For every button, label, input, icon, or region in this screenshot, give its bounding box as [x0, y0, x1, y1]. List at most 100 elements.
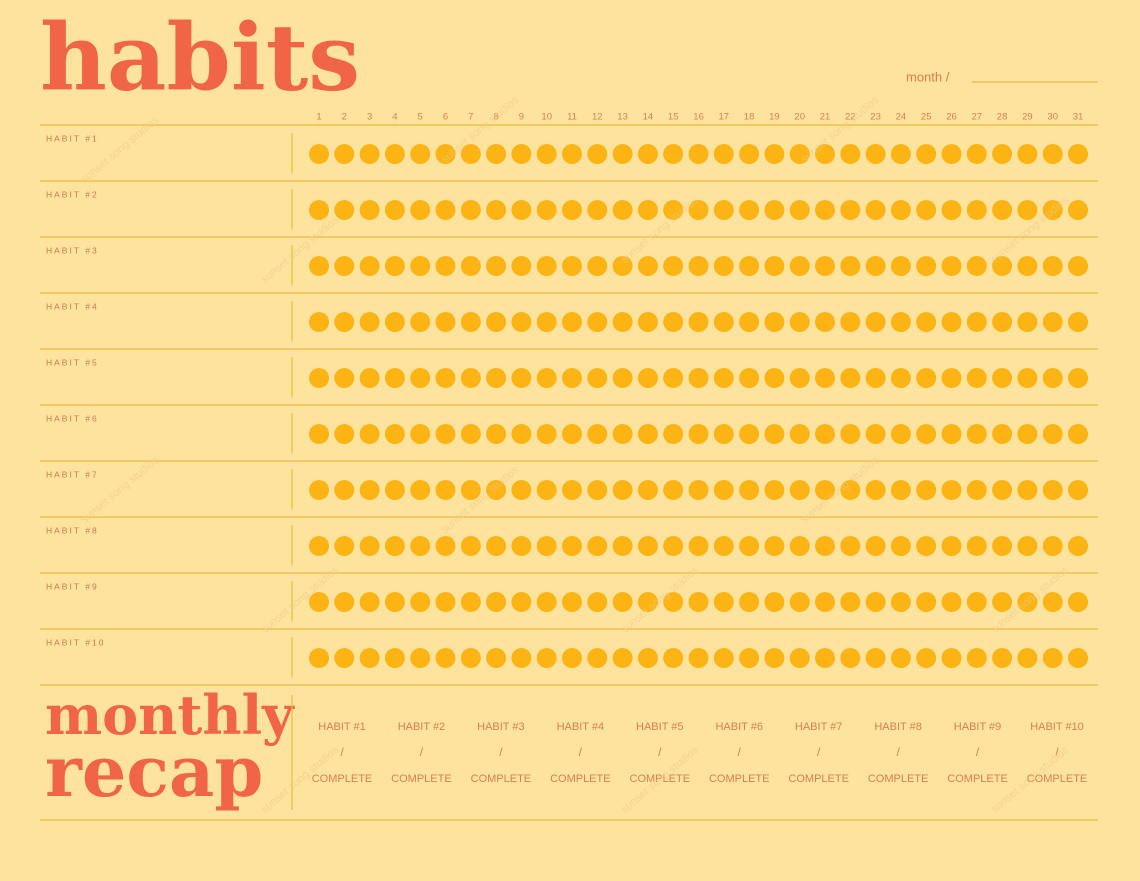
day-dot [435, 312, 456, 332]
day-dot [435, 200, 456, 220]
day-dot [612, 480, 633, 500]
day-dot [562, 648, 582, 668]
day-dot [941, 480, 962, 500]
recap-status: COMPLETE [550, 773, 611, 785]
day-dot [359, 144, 380, 164]
day-dot [587, 480, 608, 500]
recap-title-2: recap [45, 730, 263, 813]
day-dot [865, 592, 886, 612]
day-number: 13 [617, 112, 628, 123]
day-dot [890, 256, 911, 276]
day-dot [1017, 536, 1038, 556]
recap-habit: HABIT #5 [636, 721, 684, 733]
day-dot [384, 144, 405, 164]
day-dot [359, 480, 380, 500]
day-dot [840, 368, 861, 388]
day-dot [688, 312, 709, 332]
day-dot [309, 256, 329, 276]
day-dot [941, 144, 962, 164]
day-dot [815, 312, 835, 332]
day-dot [334, 256, 355, 276]
day-dot [536, 536, 557, 556]
day-number: 6 [443, 112, 448, 123]
day-dot [688, 368, 709, 388]
day-dot [435, 480, 456, 500]
day-number: 15 [668, 112, 679, 123]
day-dot [435, 536, 456, 556]
day-dot [789, 480, 810, 500]
recap-habit: HABIT #2 [398, 721, 446, 733]
day-dot [1068, 424, 1088, 444]
day-dot [410, 648, 431, 668]
day-dot [941, 368, 962, 388]
day-dot [1042, 648, 1063, 668]
recap-separator: / [817, 745, 821, 759]
day-number: 25 [921, 112, 932, 123]
day-dot [713, 144, 734, 164]
day-dot [840, 200, 861, 220]
day-number: 30 [1047, 112, 1058, 123]
habit-label: HABIT #4 [46, 301, 99, 311]
day-dot [966, 648, 987, 668]
day-dot [966, 424, 987, 444]
day-dot [663, 536, 684, 556]
day-dot [941, 592, 962, 612]
day-dot [815, 536, 835, 556]
day-dot [637, 536, 658, 556]
recap-title-1: monthly [45, 683, 295, 747]
day-dot [562, 144, 582, 164]
day-dot [562, 536, 582, 556]
day-dot [992, 424, 1013, 444]
day-dot [486, 592, 507, 612]
day-dot [840, 144, 861, 164]
day-dot [815, 648, 835, 668]
habit-label: HABIT #7 [46, 469, 99, 479]
day-dot [334, 368, 355, 388]
day-dot [435, 592, 456, 612]
day-number: 4 [392, 112, 397, 123]
day-dot [688, 592, 709, 612]
month-label: month / [906, 69, 950, 84]
day-dot [587, 536, 608, 556]
day-dot [435, 368, 456, 388]
recap-status: COMPLETE [391, 773, 452, 785]
day-dot [612, 312, 633, 332]
day-dot [1068, 480, 1088, 500]
day-dot [536, 312, 557, 332]
day-dot [764, 368, 785, 388]
day-dot [460, 200, 481, 220]
day-dot [739, 368, 760, 388]
day-dot [992, 200, 1013, 220]
day-dot [486, 424, 507, 444]
day-dot [536, 480, 557, 500]
day-number: 3 [367, 112, 372, 123]
day-dot [587, 648, 608, 668]
day-dot [309, 312, 329, 332]
day-dot [815, 424, 835, 444]
day-dot [865, 144, 886, 164]
habit-label: HABIT #8 [46, 525, 99, 535]
day-dot [688, 648, 709, 668]
day-dot [764, 424, 785, 444]
day-dot [966, 312, 987, 332]
day-number: 14 [643, 112, 654, 123]
day-dot [334, 312, 355, 332]
day-dot [966, 144, 987, 164]
day-dot [1017, 424, 1038, 444]
day-dot [865, 480, 886, 500]
day-number: 24 [896, 112, 907, 123]
day-dot [309, 536, 329, 556]
day-dot [713, 592, 734, 612]
day-dot [890, 648, 911, 668]
habit-label: HABIT #1 [46, 133, 99, 143]
day-dot [562, 200, 582, 220]
day-dot [359, 536, 380, 556]
day-dot [941, 312, 962, 332]
day-dot [1017, 368, 1038, 388]
day-dot [865, 536, 886, 556]
day-dot [1017, 312, 1038, 332]
day-dot [764, 648, 785, 668]
day-dot [840, 536, 861, 556]
day-dot [637, 312, 658, 332]
day-dot [890, 480, 911, 500]
